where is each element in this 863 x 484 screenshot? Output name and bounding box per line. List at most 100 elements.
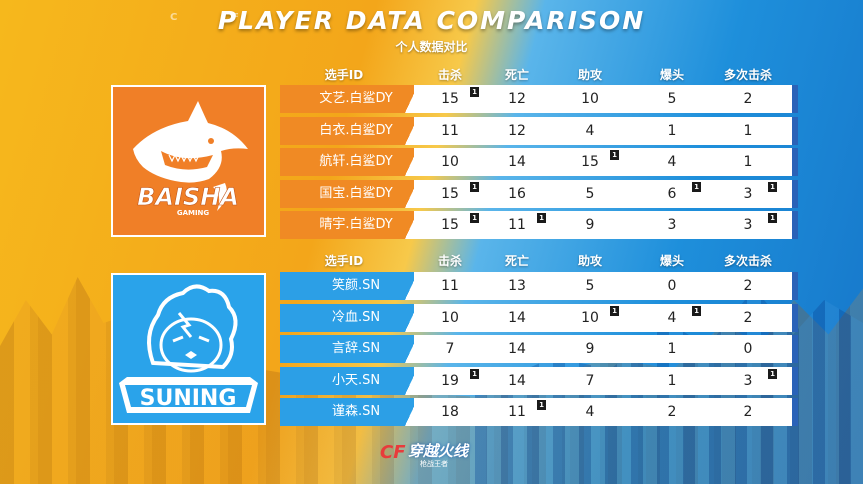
stat-headshots: 1 [667, 122, 677, 139]
header-kills: 击杀 [437, 254, 463, 268]
top-badge-icon: 1 [470, 368, 479, 379]
top-badge-icon: 1 [610, 305, 619, 316]
stat-deaths: 14 [508, 372, 526, 389]
suning-logo: SUNING [111, 273, 266, 425]
deco-letter: C [170, 12, 178, 23]
stat-multikills: 3 [743, 185, 753, 202]
stat-assists: 5 [585, 185, 595, 202]
stat-assists: 15 [581, 154, 599, 170]
page-subtitle: 个人数据对比 [395, 40, 468, 54]
header-player-id: 选手ID [324, 254, 364, 268]
table-row: 晴宇.白鲨DY 15 1 11 1 9 3 3 1 [280, 211, 798, 239]
player-name: 国宝.白鲨DY [280, 179, 414, 208]
table-row: 航轩.白鲨DY 10 14 15 1 4 1 [280, 148, 798, 176]
stat-kills: 15 [441, 185, 459, 202]
header-assists: 助攻 [577, 68, 603, 82]
stat-deaths: 12 [508, 91, 526, 107]
stat-deaths: 14 [508, 154, 526, 170]
baisha-logo-sub: GAMING [177, 209, 210, 217]
header-headshots: 爆头 [659, 254, 685, 268]
stat-assists: 7 [585, 372, 595, 389]
stat-assists: 4 [585, 404, 595, 420]
player-name: 小天.SN [280, 366, 414, 395]
row-divider [404, 366, 426, 395]
stat-headshots: 6 [667, 185, 677, 202]
stat-kills: 11 [441, 278, 459, 294]
shark-icon: BAISHA GAMING [133, 101, 248, 217]
stats-panel [414, 148, 798, 176]
table-row: 言辞.SN 7 14 9 1 0 [280, 335, 798, 363]
top-badge-icon: 1 [537, 400, 546, 410]
top-badge-icon: 1 [692, 305, 701, 316]
stat-headshots: 3 [667, 217, 677, 233]
stat-headshots: 1 [667, 341, 677, 357]
stat-assists: 9 [585, 217, 595, 233]
stat-kills: 18 [441, 404, 459, 420]
row-divider [404, 398, 426, 426]
stat-multikills: 1 [743, 154, 753, 170]
table-row: 国宝.白鲨DY 15 1 16 5 6 1 3 1 [280, 179, 798, 208]
stats-panel [414, 398, 798, 426]
stat-headshots: 2 [667, 404, 677, 420]
top-badge-icon: 1 [768, 368, 777, 379]
row-divider [404, 85, 426, 113]
stat-deaths: 16 [508, 185, 526, 202]
table-header-baisha: 选手ID 击杀 死亡 助攻 爆头 多次击杀 [280, 64, 800, 84]
page-title: PLAYER DATA COMPARISON [217, 6, 646, 35]
stat-assists: 10 [581, 309, 599, 326]
stat-deaths: 14 [508, 341, 526, 357]
header-multikills: 多次击杀 [723, 68, 773, 82]
player-name: 笑颜.SN [280, 272, 414, 300]
stat-deaths: 12 [508, 122, 526, 139]
stat-headshots: 1 [667, 372, 677, 389]
player-name: 航轩.白鲨DY [280, 148, 414, 176]
top-badge-icon: 1 [692, 181, 701, 192]
crossfire-logo-text: 穿越火线 [408, 442, 469, 460]
top-badge-icon: 1 [768, 181, 777, 192]
stat-multikills: 3 [743, 217, 753, 233]
crossfire-logo-sub: 枪战王者 [420, 460, 448, 468]
stat-deaths: 11 [508, 217, 526, 233]
table-row: 笑颜.SN 11 13 5 0 2 [280, 272, 798, 300]
stats-panel [414, 303, 798, 332]
suning-logo-text: SUNING [140, 386, 237, 411]
player-name: 文艺.白鲨DY [280, 85, 414, 113]
row-divider [404, 335, 426, 363]
header-kills: 击杀 [437, 68, 463, 82]
baisha-logo: BAISHA GAMING [111, 85, 266, 237]
baisha-logo-text: BAISHA [137, 183, 239, 211]
stat-multikills: 2 [743, 309, 753, 326]
crossfire-logo: CF 穿越火线 枪战王者 [380, 440, 480, 470]
row-divider [404, 303, 426, 332]
table-row: 谨森.SN 18 11 1 4 2 2 [280, 398, 798, 426]
table-row: 小天.SN 19 1 14 7 1 3 1 [280, 366, 798, 395]
stats-panel [414, 116, 798, 145]
table-row: 冷血.SN 10 14 10 1 4 1 2 [280, 303, 798, 332]
stat-assists: 5 [585, 278, 595, 294]
stat-assists: 9 [585, 341, 595, 357]
header-player-id: 选手ID [324, 68, 364, 82]
row-divider [404, 116, 426, 145]
stat-assists: 4 [585, 122, 595, 139]
stat-multikills: 2 [743, 404, 753, 420]
stat-multikills: 3 [743, 372, 753, 389]
stat-headshots: 5 [667, 91, 677, 107]
stat-deaths: 13 [508, 278, 526, 294]
top-badge-icon: 1 [470, 213, 479, 223]
header-assists: 助攻 [577, 254, 603, 268]
row-divider [404, 211, 426, 239]
header-deaths: 死亡 [504, 68, 530, 82]
table-row: 文艺.白鲨DY 15 1 12 10 5 2 [280, 85, 798, 113]
stat-kills: 19 [441, 372, 459, 389]
row-divider [404, 179, 426, 208]
stats-panel [414, 335, 798, 363]
stat-headshots: 0 [667, 278, 677, 294]
player-name: 白衣.白鲨DY [280, 116, 414, 145]
stat-headshots: 4 [667, 154, 677, 170]
player-name: 言辞.SN [280, 335, 414, 363]
stat-kills: 10 [441, 154, 459, 170]
player-name: 谨森.SN [280, 398, 414, 426]
row-divider [404, 148, 426, 176]
table-row: 白衣.白鲨DY 11 12 4 1 1 [280, 116, 798, 145]
stat-headshots: 4 [667, 309, 677, 326]
